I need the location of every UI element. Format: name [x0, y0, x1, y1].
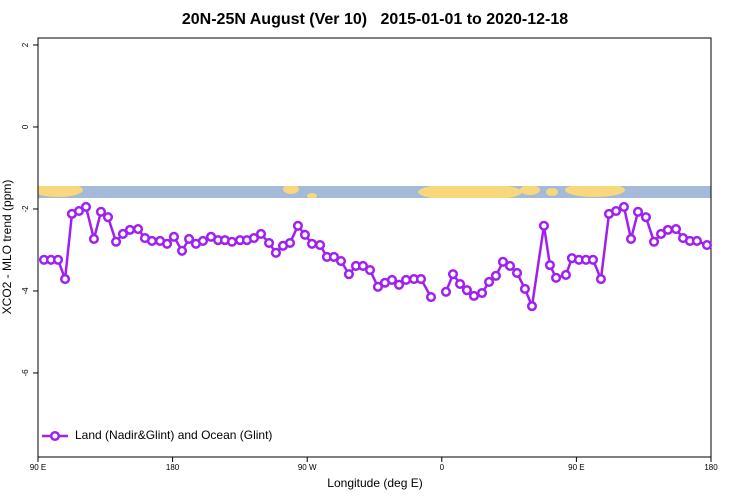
data-point	[315, 239, 326, 251]
x-tick-label: 0	[440, 463, 445, 472]
x-axis-label: Longitude (deg E)	[327, 476, 422, 490]
data-point	[255, 228, 267, 240]
y-tick-label: -4	[21, 287, 30, 295]
data-point	[544, 260, 555, 271]
data-point	[691, 235, 702, 246]
data-point	[270, 247, 281, 258]
data-point	[490, 270, 501, 281]
data-point	[264, 237, 275, 249]
data-point	[454, 278, 466, 290]
x-tick-label: 90 E	[30, 463, 46, 472]
data-point	[372, 281, 383, 292]
data-point	[299, 229, 311, 240]
y-tick-label: 0	[21, 124, 30, 129]
data-point	[504, 260, 516, 271]
data-point	[468, 290, 480, 301]
data-point	[595, 274, 606, 285]
data-point	[425, 292, 437, 303]
legend: Land (Nadir&Glint) and Ocean (Glint)	[42, 428, 272, 442]
data-point	[401, 274, 412, 285]
data-point	[102, 212, 114, 223]
data-point	[587, 254, 599, 265]
data-point	[111, 236, 122, 247]
data-point	[357, 260, 369, 271]
data-point	[284, 237, 296, 249]
data-point	[328, 251, 340, 262]
data-point	[610, 205, 622, 217]
data-point	[648, 236, 660, 247]
data-point	[447, 269, 459, 280]
data-point	[476, 287, 488, 299]
x-tick-label: 180	[166, 463, 180, 472]
data-point	[184, 233, 195, 244]
data-point	[519, 283, 531, 294]
data-point	[386, 274, 398, 285]
y-axis-label: XCO2 - MLO trend (ppm)	[0, 180, 14, 315]
y-tick-label: 2	[21, 42, 30, 47]
legend-marker	[49, 430, 61, 442]
data-point	[364, 264, 376, 276]
data-point	[655, 228, 667, 240]
data-point	[497, 256, 509, 267]
data-point	[393, 279, 405, 290]
data-point	[640, 212, 651, 223]
data-point	[133, 224, 144, 235]
x-tick-label: 180	[704, 463, 718, 472]
data-point	[335, 255, 347, 267]
data-point	[146, 235, 158, 246]
data-point	[88, 233, 99, 244]
data-point	[701, 239, 713, 251]
map-strip	[38, 186, 711, 198]
data-point	[538, 220, 549, 231]
legend-label: Land (Nadir&Glint) and Ocean (Glint)	[75, 428, 272, 442]
data-point	[117, 228, 128, 240]
x-tick-label: 90 E	[568, 463, 584, 472]
data-point	[632, 206, 644, 217]
data-point	[440, 286, 452, 297]
data-point	[306, 238, 318, 249]
data-point	[670, 224, 682, 235]
data-point	[162, 238, 173, 249]
data-point	[662, 224, 673, 235]
data-point	[343, 269, 354, 280]
data-point	[511, 267, 523, 278]
data-point	[625, 233, 637, 244]
chart-title: 20N-25N August (Ver 10) 2015-01-01 to 20…	[182, 11, 568, 28]
data-point	[95, 206, 107, 217]
data-point	[484, 276, 495, 287]
data-point	[80, 201, 92, 212]
data-point	[248, 233, 260, 244]
data-point	[551, 272, 562, 283]
data-point	[168, 231, 179, 242]
data-point	[461, 285, 472, 296]
data-point	[415, 274, 427, 285]
data-point	[618, 201, 630, 212]
data-point	[52, 254, 64, 265]
data-point	[176, 245, 188, 256]
data-point	[292, 220, 303, 231]
data-point	[526, 301, 538, 312]
y-tick-label: -2	[21, 205, 30, 213]
data-point	[226, 236, 238, 247]
data-point	[560, 269, 571, 281]
plot-frame	[37, 37, 712, 458]
data-point	[124, 224, 136, 235]
data-point	[73, 205, 85, 217]
data-point	[197, 235, 209, 246]
data-point	[60, 274, 71, 285]
y-tick-label: -6	[21, 369, 30, 377]
x-tick-label: 90 W	[298, 463, 317, 472]
